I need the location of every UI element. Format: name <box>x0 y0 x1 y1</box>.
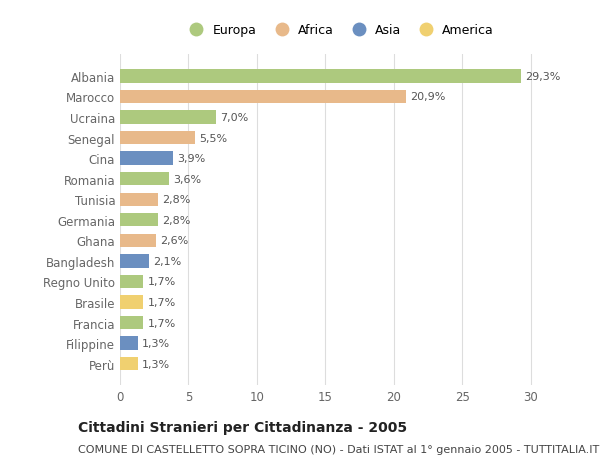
Bar <box>120 193 158 207</box>
Text: 2,8%: 2,8% <box>163 195 191 205</box>
Bar <box>120 357 138 370</box>
Bar <box>120 255 149 268</box>
Bar <box>120 152 173 165</box>
Text: 2,6%: 2,6% <box>160 236 188 246</box>
Bar <box>120 111 216 124</box>
Text: 1,7%: 1,7% <box>148 297 176 308</box>
Bar <box>120 213 158 227</box>
Bar <box>120 337 138 350</box>
Bar <box>120 173 169 186</box>
Bar <box>120 316 143 330</box>
Bar <box>120 132 195 145</box>
Text: 1,3%: 1,3% <box>142 359 170 369</box>
Text: 1,3%: 1,3% <box>142 338 170 348</box>
Text: 29,3%: 29,3% <box>525 72 560 82</box>
Text: 1,7%: 1,7% <box>148 318 176 328</box>
Text: 3,9%: 3,9% <box>178 154 206 164</box>
Text: 1,7%: 1,7% <box>148 277 176 287</box>
Text: 5,5%: 5,5% <box>199 133 227 143</box>
Text: 7,0%: 7,0% <box>220 113 248 123</box>
Text: 2,8%: 2,8% <box>163 215 191 225</box>
Text: 2,1%: 2,1% <box>153 256 181 266</box>
Bar <box>120 275 143 289</box>
Text: 20,9%: 20,9% <box>410 92 446 102</box>
Text: Cittadini Stranieri per Cittadinanza - 2005: Cittadini Stranieri per Cittadinanza - 2… <box>78 420 407 434</box>
Text: COMUNE DI CASTELLETTO SOPRA TICINO (NO) - Dati ISTAT al 1° gennaio 2005 - TUTTIT: COMUNE DI CASTELLETTO SOPRA TICINO (NO) … <box>78 444 599 454</box>
Bar <box>120 296 143 309</box>
Bar <box>120 70 521 84</box>
Legend: Europa, Africa, Asia, America: Europa, Africa, Asia, America <box>181 22 497 39</box>
Bar <box>120 90 406 104</box>
Bar <box>120 234 155 247</box>
Text: 3,6%: 3,6% <box>173 174 202 185</box>
